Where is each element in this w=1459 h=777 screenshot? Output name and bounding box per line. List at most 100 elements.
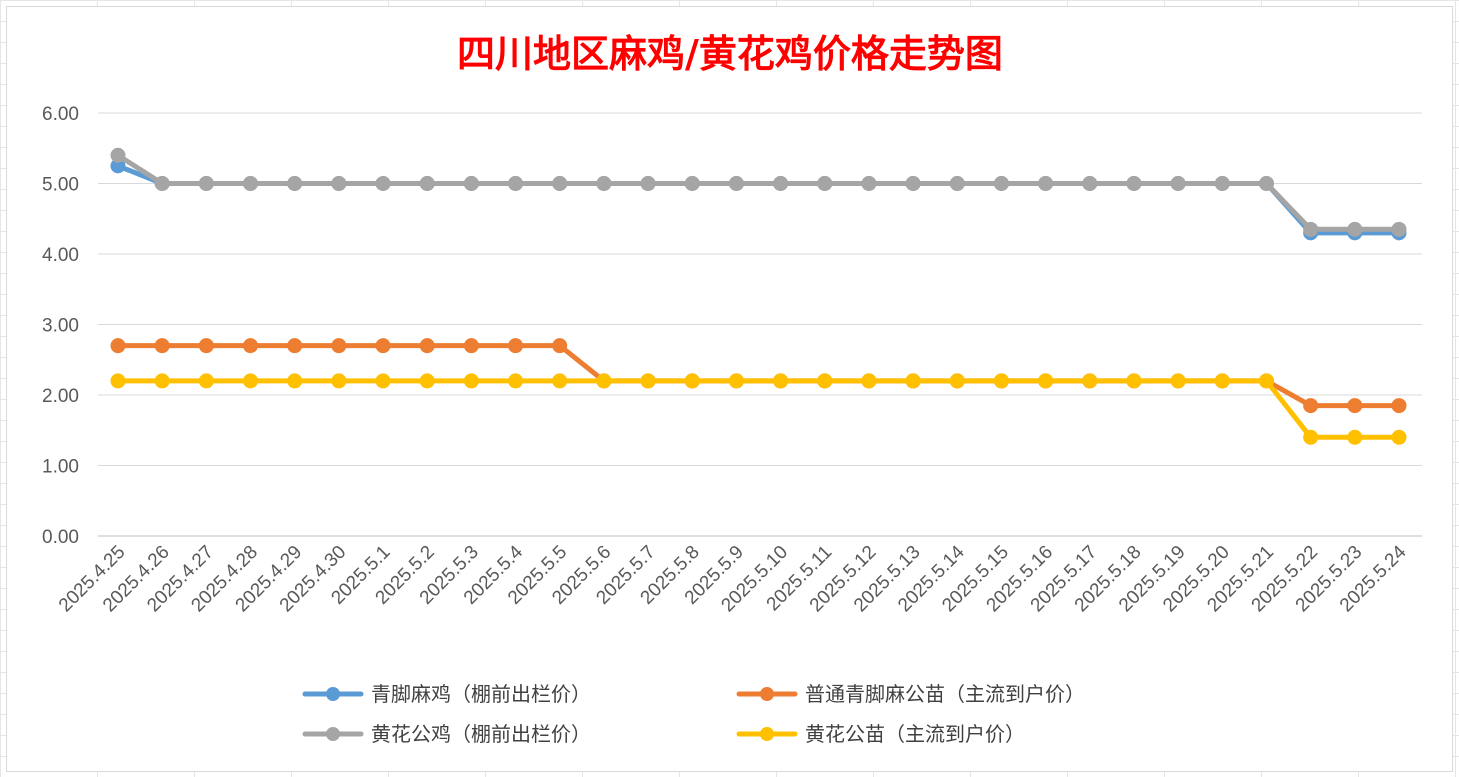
- data-point[interactable]: [1391, 429, 1407, 445]
- data-point[interactable]: [817, 373, 833, 389]
- data-point[interactable]: [1126, 176, 1142, 191]
- y-tick-label: 5.00: [42, 175, 79, 196]
- data-point[interactable]: [773, 176, 789, 191]
- data-point[interactable]: [949, 373, 965, 389]
- data-point[interactable]: [1126, 373, 1142, 389]
- series-2: [110, 338, 1407, 414]
- data-point[interactable]: [1082, 176, 1098, 191]
- data-point[interactable]: [817, 176, 833, 191]
- data-point[interactable]: [463, 373, 479, 389]
- data-point[interactable]: [1347, 398, 1363, 414]
- data-point[interactable]: [861, 176, 877, 191]
- y-tick-label: 1.00: [42, 457, 79, 478]
- y-tick-label: 4.00: [42, 245, 79, 266]
- data-point[interactable]: [154, 373, 170, 389]
- data-point[interactable]: [287, 176, 303, 191]
- data-point[interactable]: [1303, 221, 1319, 237]
- data-point[interactable]: [949, 176, 965, 191]
- data-point[interactable]: [508, 338, 524, 354]
- data-point[interactable]: [1347, 221, 1363, 237]
- legend-swatch-marker: [326, 687, 340, 701]
- data-point[interactable]: [1170, 373, 1186, 389]
- data-point[interactable]: [684, 176, 700, 191]
- data-point[interactable]: [1347, 429, 1363, 445]
- series-line: [115, 343, 1402, 409]
- series-3: [110, 147, 1407, 237]
- data-point[interactable]: [508, 176, 524, 191]
- data-point[interactable]: [375, 338, 391, 354]
- data-point[interactable]: [198, 176, 214, 191]
- legend-entry[interactable]: 黄花公苗（主流到户价）: [736, 722, 1025, 746]
- data-point[interactable]: [243, 373, 259, 389]
- data-point[interactable]: [1258, 373, 1274, 389]
- legend-entry[interactable]: 普通青脚麻公苗（主流到户价）: [736, 682, 1085, 706]
- data-point[interactable]: [1214, 176, 1230, 191]
- data-point[interactable]: [287, 373, 303, 389]
- legend-entry[interactable]: 青脚麻鸡（棚前出栏价）: [302, 682, 591, 706]
- series-line: [115, 152, 1402, 232]
- data-point[interactable]: [331, 338, 347, 354]
- data-point[interactable]: [552, 338, 568, 354]
- data-point[interactable]: [596, 373, 612, 389]
- data-point[interactable]: [1082, 373, 1098, 389]
- y-tick-label: 3.00: [42, 316, 79, 337]
- legend-label: 黄花公苗（主流到户价）: [805, 722, 1025, 746]
- y-tick-label: 0.00: [42, 527, 79, 548]
- data-point[interactable]: [993, 373, 1009, 389]
- data-point[interactable]: [552, 373, 568, 389]
- data-point[interactable]: [508, 373, 524, 389]
- data-point[interactable]: [728, 176, 744, 191]
- series-layer: [110, 147, 1407, 445]
- data-point[interactable]: [1214, 373, 1230, 389]
- data-point[interactable]: [331, 373, 347, 389]
- data-point[interactable]: [375, 176, 391, 191]
- data-point[interactable]: [419, 176, 435, 191]
- legend: 青脚麻鸡（棚前出栏价） 普通青脚麻公苗（主流到户价） 黄花公鸡（棚前出栏价） 黄花公苗…: [302, 682, 1085, 746]
- data-point[interactable]: [728, 373, 744, 389]
- legend-label: 青脚麻鸡（棚前出栏价）: [371, 682, 591, 706]
- data-point[interactable]: [198, 338, 214, 354]
- data-point[interactable]: [110, 147, 126, 163]
- data-point[interactable]: [640, 176, 656, 191]
- chart-area[interactable]: 四川地区麻鸡/黄花鸡价格走势图 0.00 1.00 2.00 3.00 4.00 5.00…: [6, 6, 1453, 772]
- data-point[interactable]: [198, 373, 214, 389]
- series-4: [110, 373, 1407, 445]
- data-point[interactable]: [110, 373, 126, 389]
- series-line: [115, 163, 1402, 236]
- data-point[interactable]: [596, 176, 612, 191]
- data-point[interactable]: [1391, 398, 1407, 414]
- data-point[interactable]: [154, 338, 170, 354]
- line-chart: 四川地区麻鸡/黄花鸡价格走势图 0.00 1.00 2.00 3.00 4.00 5.00…: [42, 31, 1422, 746]
- data-point[interactable]: [1170, 176, 1186, 191]
- data-point[interactable]: [110, 338, 126, 354]
- legend-swatch-marker: [326, 727, 340, 741]
- data-point[interactable]: [861, 373, 877, 389]
- data-point[interactable]: [1038, 176, 1054, 191]
- data-point[interactable]: [1038, 373, 1054, 389]
- series-line: [115, 378, 1402, 440]
- data-point[interactable]: [419, 338, 435, 354]
- data-point[interactable]: [684, 373, 700, 389]
- legend-label: 黄花公鸡（棚前出栏价）: [371, 722, 591, 746]
- data-point[interactable]: [1303, 398, 1319, 414]
- data-point[interactable]: [773, 373, 789, 389]
- data-point[interactable]: [993, 176, 1009, 191]
- data-point[interactable]: [1391, 221, 1407, 237]
- data-point[interactable]: [1258, 176, 1274, 191]
- data-point[interactable]: [287, 338, 303, 354]
- data-point[interactable]: [375, 373, 391, 389]
- data-point[interactable]: [243, 338, 259, 354]
- data-point[interactable]: [419, 373, 435, 389]
- data-point[interactable]: [463, 176, 479, 191]
- data-point[interactable]: [905, 176, 921, 191]
- data-point[interactable]: [640, 373, 656, 389]
- data-point[interactable]: [463, 338, 479, 354]
- data-point[interactable]: [552, 176, 568, 191]
- data-point[interactable]: [331, 176, 347, 191]
- data-point[interactable]: [154, 176, 170, 191]
- legend-entry[interactable]: 黄花公鸡（棚前出栏价）: [302, 722, 591, 746]
- data-point[interactable]: [1303, 429, 1319, 445]
- data-point[interactable]: [905, 373, 921, 389]
- data-point[interactable]: [243, 176, 259, 191]
